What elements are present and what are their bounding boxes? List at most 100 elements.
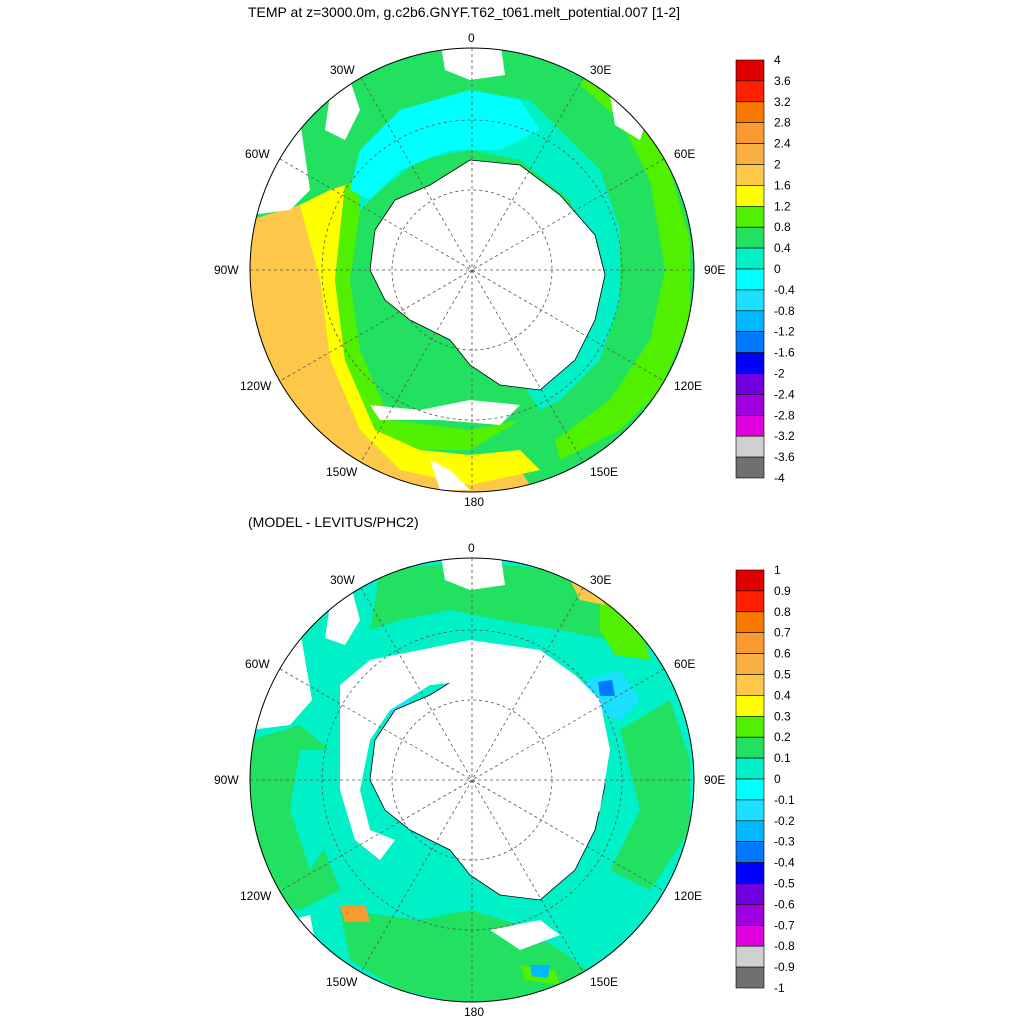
graticule	[250, 558, 694, 1002]
colorbar-swatch	[735, 695, 765, 717]
panel-2-title: (MODEL - LEVITUS/PHC2)	[248, 514, 419, 530]
colorbar-label: 0.7	[774, 626, 791, 640]
colorbar-label: 1.6	[774, 178, 791, 192]
colorbar-swatch	[735, 716, 765, 738]
colorbar-label: 0.6	[774, 647, 791, 661]
colorbar-label: -0.4	[774, 283, 795, 297]
colorbar-label: -0.1	[774, 793, 795, 807]
colorbar-swatch	[735, 435, 765, 458]
lon-label-180: 180	[464, 495, 484, 509]
colorbar-label: -0.4	[774, 856, 795, 870]
colorbar-swatch	[735, 757, 765, 780]
colorbar-swatch	[735, 653, 765, 675]
colorbar-swatch	[735, 122, 765, 144]
colorbar-label: 0	[774, 772, 781, 786]
colorbar-label: 1	[774, 563, 781, 577]
lon-label-120w: 120W	[240, 379, 272, 393]
colorbar-label: -1	[774, 981, 785, 995]
colorbar-label: -4	[774, 471, 785, 485]
graticule	[250, 48, 694, 492]
panel-1-title: TEMP at z=3000.0m, g.c2b6.GNYF.T62_t061.…	[248, 4, 681, 20]
colorbar-swatch	[735, 904, 765, 926]
lon-label-0: 0	[468, 541, 475, 555]
colorbar-label: 0	[774, 262, 781, 276]
colorbar-swatch	[735, 456, 765, 479]
colorbar-swatch	[735, 373, 765, 395]
colorbar-swatch	[735, 164, 765, 186]
colorbar-label: 0.3	[774, 709, 791, 723]
colorbar-label: -0.8	[774, 304, 795, 318]
colorbar-label: 3.2	[774, 95, 791, 109]
colorbar-swatch	[735, 883, 765, 905]
colorbar-swatch	[735, 820, 765, 842]
colorbar-label: 0.5	[774, 668, 791, 682]
colorbar-label: 2	[774, 158, 781, 172]
colorbar: 1 0.9 0.8 0.7 0.6 0.5 0.4 0.3 0.2 0.1 0 -0.1 -0.2 -0.…	[735, 563, 795, 995]
colorbar-label: -2.8	[774, 408, 795, 422]
temperature-map-panel: 0 30E 60E 90E 120E 150E 180 150W 120W 90…	[214, 31, 795, 509]
colorbar-label: 0.2	[774, 730, 791, 744]
colorbar-swatch	[735, 206, 765, 228]
colorbar-label: 0.8	[774, 605, 791, 619]
colorbar-label: -0.9	[774, 960, 795, 974]
lon-label-180: 180	[464, 1005, 484, 1019]
colorbar-swatch	[735, 247, 765, 270]
colorbar-label: -3.6	[774, 450, 795, 464]
colorbar-label: -2	[774, 367, 785, 381]
colorbar-label: 0.1	[774, 751, 791, 765]
colorbar-swatch	[735, 143, 765, 165]
lon-label-150w: 150W	[326, 465, 358, 479]
colorbar-swatch	[735, 736, 765, 759]
colorbar-swatch	[735, 352, 765, 374]
colorbar-swatch	[735, 862, 765, 884]
colorbar-swatch	[735, 80, 765, 103]
colorbar-label: -0.2	[774, 814, 795, 828]
difference-map-panel: 0 30E 60E 90E 120E 150E 180 150W 120W 90…	[214, 541, 795, 1019]
colorbar-swatch	[735, 331, 765, 353]
lon-label-60w: 60W	[245, 657, 270, 671]
colorbar-swatch	[735, 924, 765, 947]
colorbar-swatch	[735, 59, 765, 82]
colorbar-swatch	[735, 226, 765, 249]
longitude-labels: 0 30E 60E 90E 120E 150E 180 150W 120W 90…	[214, 31, 725, 509]
colorbar-swatch	[735, 569, 765, 592]
colorbar-label: -0.5	[774, 877, 795, 891]
colorbar-label: -0.6	[774, 897, 795, 911]
colorbar-swatch	[735, 611, 765, 634]
lon-label-150w: 150W	[326, 975, 358, 989]
colorbar-swatch	[735, 310, 765, 332]
lon-label-30e: 30E	[590, 573, 611, 587]
lon-label-60e: 60E	[674, 147, 695, 161]
colorbar-label: 0.4	[774, 688, 791, 702]
colorbar-swatch	[735, 966, 765, 989]
colorbar-label: -1.6	[774, 346, 795, 360]
longitude-labels: 0 30E 60E 90E 120E 150E 180 150W 120W 90…	[214, 541, 725, 1019]
colorbar-label: 4	[774, 53, 781, 67]
colorbar-swatch	[735, 632, 765, 654]
colorbar-swatch	[735, 799, 765, 822]
colorbar-label: -3.2	[774, 429, 795, 443]
colorbar-label: -2.4	[774, 387, 795, 401]
lon-label-60w: 60W	[245, 147, 270, 161]
colorbar-label: 0.8	[774, 220, 791, 234]
colorbar-label: 0.9	[774, 584, 791, 598]
lon-label-90w: 90W	[214, 773, 239, 787]
colorbar-swatch	[735, 674, 765, 696]
colorbar-label: -1.2	[774, 325, 795, 339]
colorbar-label: -0.7	[774, 918, 795, 932]
lon-label-90e: 90E	[704, 773, 725, 787]
temperature-field	[250, 48, 694, 492]
lon-label-120e: 120E	[674, 379, 702, 393]
colorbar-label: -0.8	[774, 939, 795, 953]
colorbar-swatch	[735, 590, 765, 613]
colorbar-swatch	[735, 945, 765, 968]
lon-label-120e: 120E	[674, 889, 702, 903]
lon-label-30e: 30E	[590, 63, 611, 77]
colorbar-label: 2.4	[774, 137, 791, 151]
colorbar-label: 1.2	[774, 199, 791, 213]
difference-field	[250, 558, 694, 1002]
lon-label-150e: 150E	[590, 975, 618, 989]
colorbar-label: -0.3	[774, 835, 795, 849]
colorbar-swatch	[735, 841, 765, 863]
colorbar-swatch	[735, 778, 765, 801]
